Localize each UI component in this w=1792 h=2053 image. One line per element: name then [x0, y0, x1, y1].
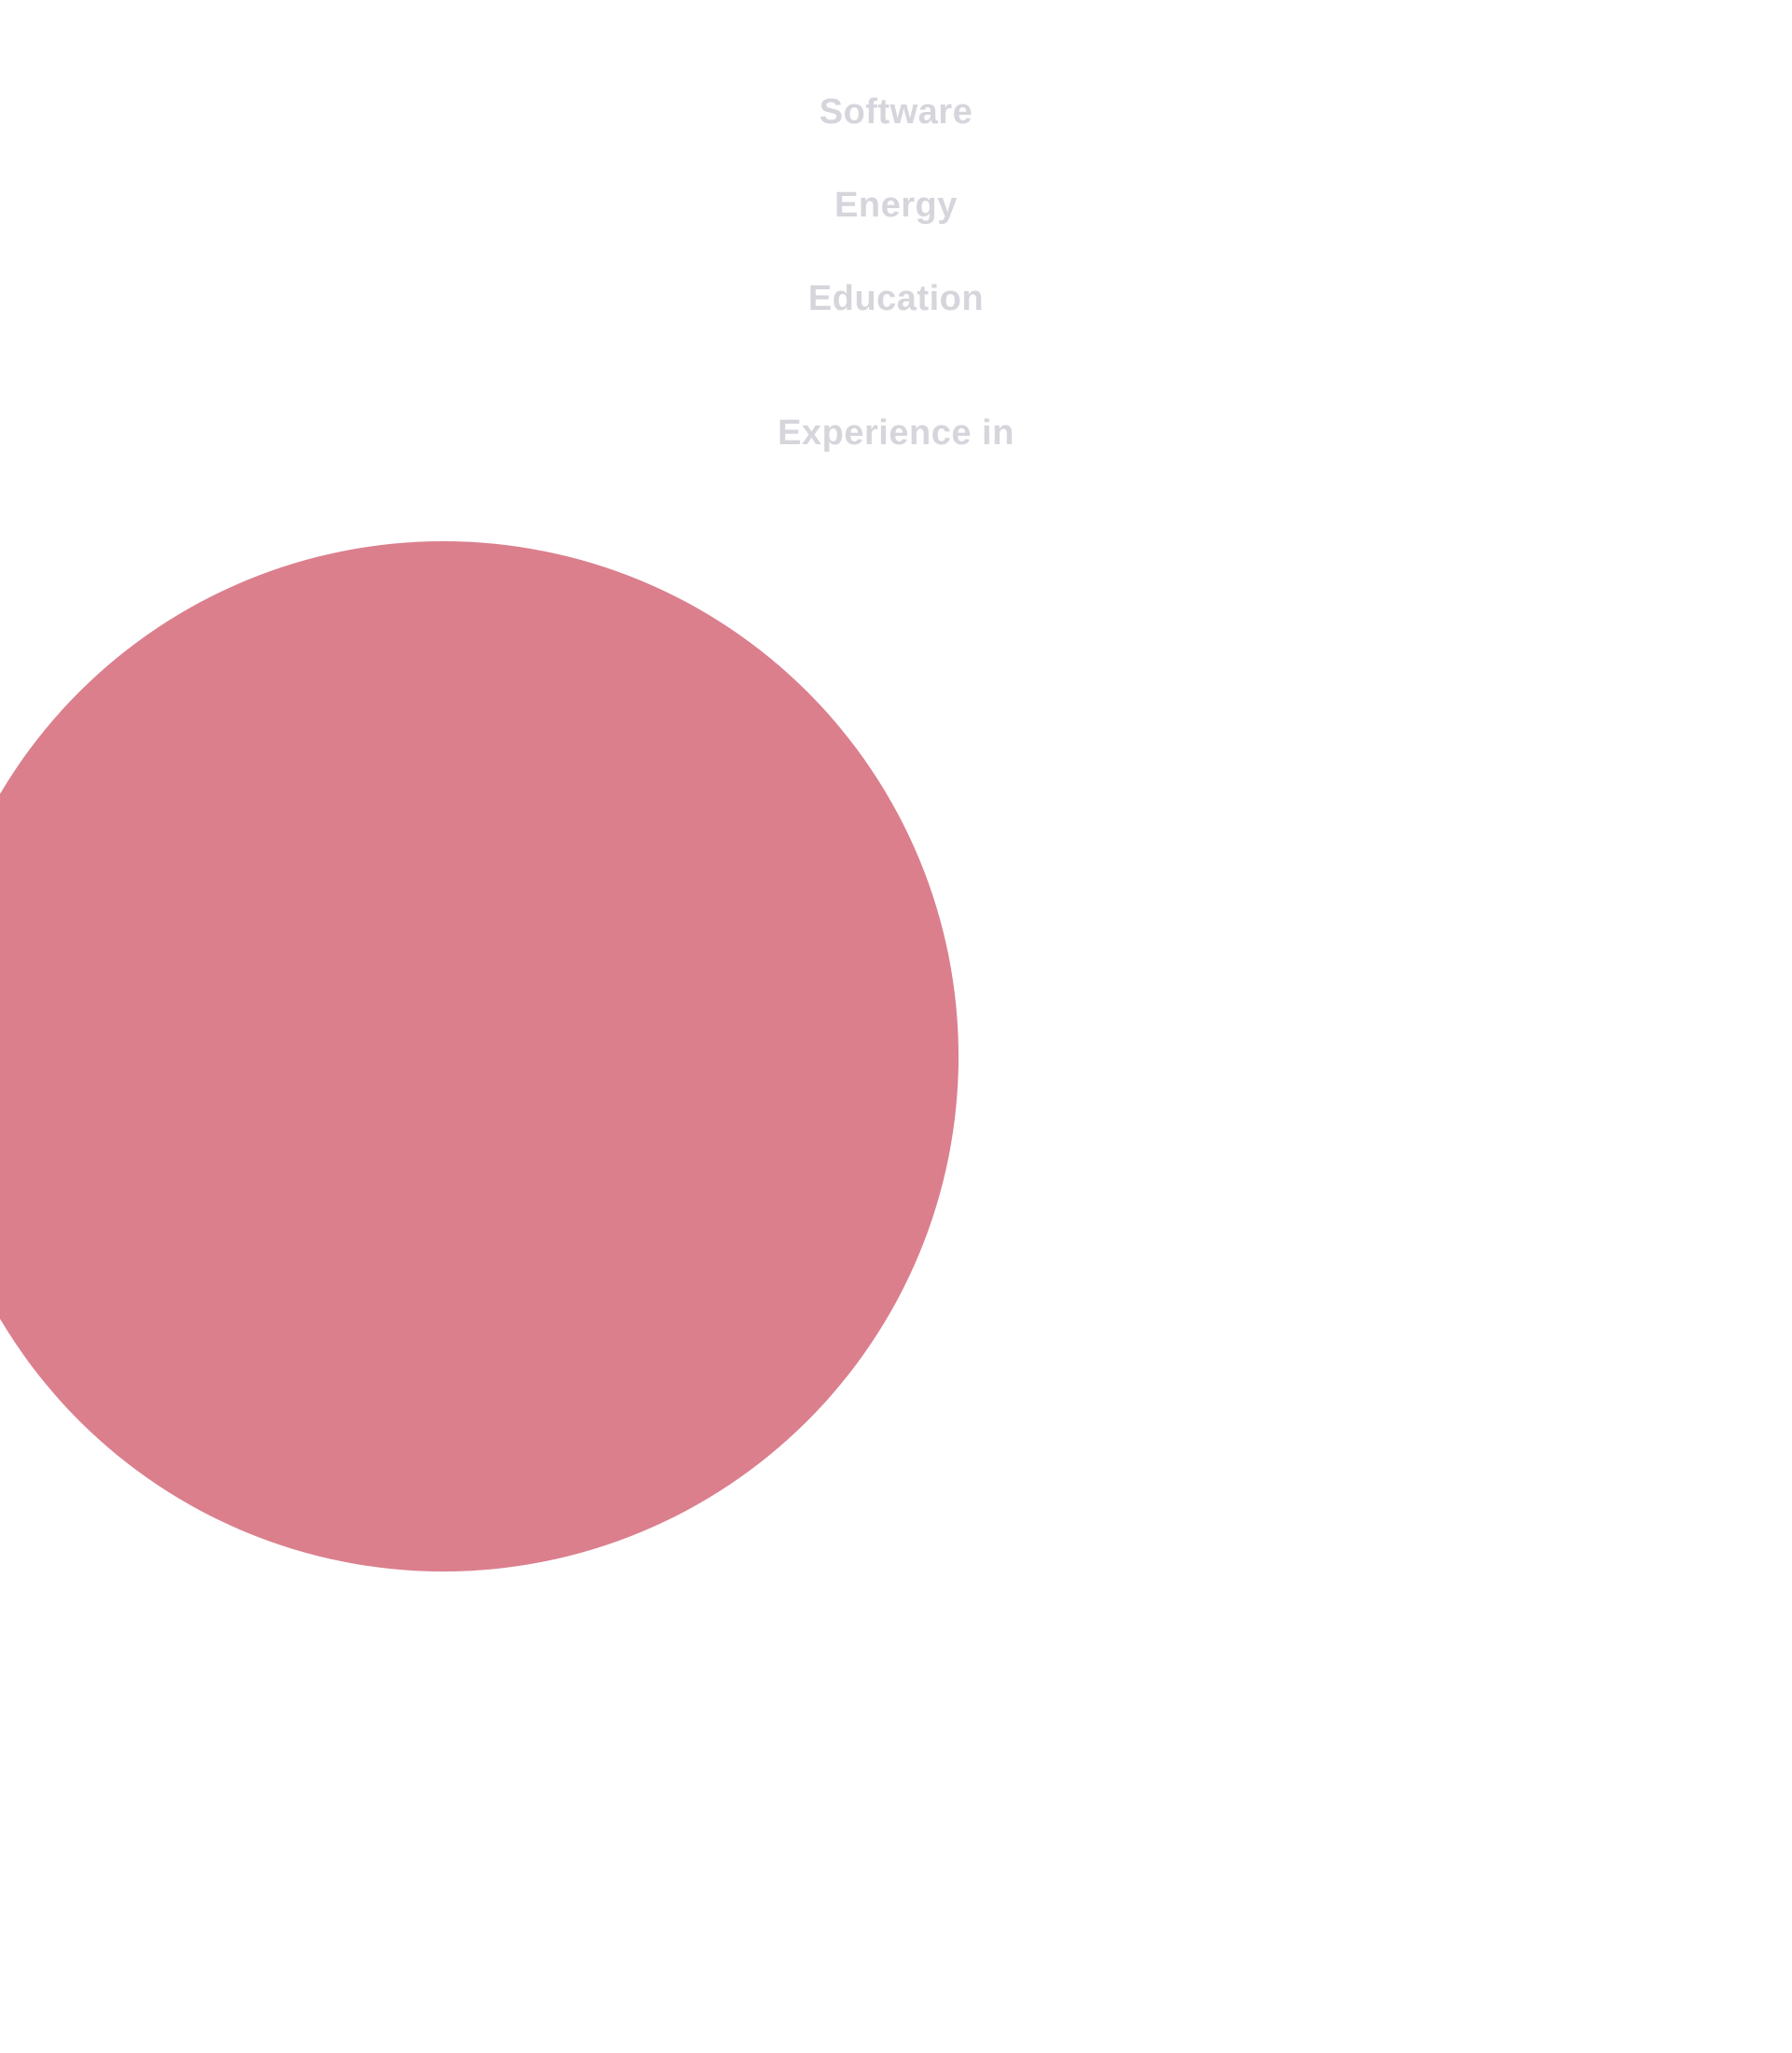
section-heading: Experience in — [777, 413, 1015, 453]
industry-item-energy: Energy — [834, 186, 958, 225]
industry-list: Software Energy Education — [0, 86, 1792, 366]
industry-item-software: Software — [819, 92, 973, 132]
industry-item-education: Education — [807, 279, 985, 318]
decorative-circle — [0, 541, 959, 1571]
